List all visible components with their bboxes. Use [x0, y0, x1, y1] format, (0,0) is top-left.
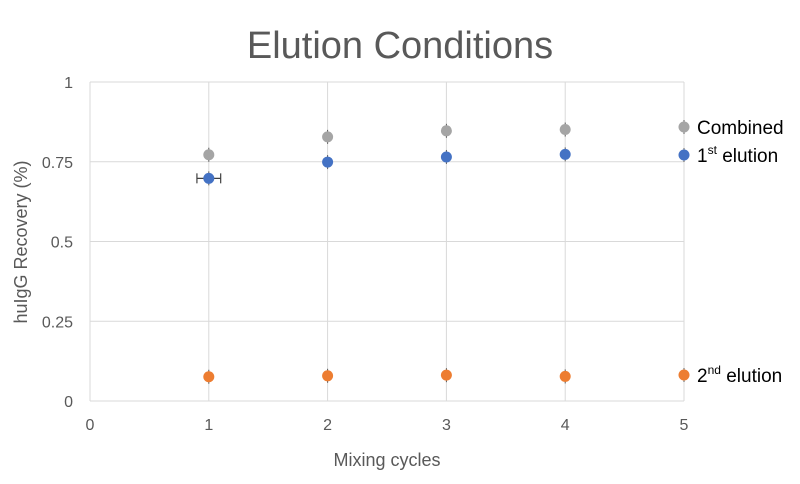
- data-point: [203, 149, 215, 161]
- legend-label-sup: st: [708, 143, 718, 157]
- data-points: [196, 122, 571, 384]
- x-tick-label: 2: [323, 417, 332, 434]
- legend-label-main: 1: [697, 146, 708, 167]
- x-tick-label: 3: [442, 417, 451, 434]
- x-tick-label: 0: [86, 417, 95, 434]
- data-point: [559, 370, 571, 382]
- legend-label: 2nd elution: [697, 363, 782, 387]
- data-point: [440, 125, 452, 137]
- legend-marker: [678, 149, 690, 161]
- legend-label-main: Combined: [697, 118, 784, 139]
- data-point: [203, 371, 215, 383]
- gridlines: [89, 81, 685, 402]
- data-point: [203, 172, 215, 184]
- y-axis-label: huIgG Recovery (%): [11, 160, 31, 323]
- data-point: [322, 131, 334, 143]
- data-point: [322, 370, 334, 382]
- x-tick-label: 1: [204, 417, 213, 434]
- series-second-elution: [203, 368, 571, 384]
- series-first-elution: [196, 147, 571, 186]
- legend-label: 1st elution: [697, 143, 778, 167]
- data-point: [440, 369, 452, 381]
- legend-marker: [678, 369, 690, 381]
- legend-label-rest: elution: [717, 146, 778, 167]
- legend-label-rest: elution: [721, 366, 782, 387]
- chart-title: Elution Conditions: [247, 25, 553, 67]
- y-tick-label: 1: [64, 75, 73, 92]
- x-tick-label: 5: [680, 417, 689, 434]
- y-tick-label: 0.25: [42, 314, 73, 331]
- data-point: [440, 151, 452, 163]
- legend-label-main: 2: [697, 366, 708, 387]
- legend-label-sup: nd: [708, 363, 721, 377]
- legend-entry-combined: Combined: [678, 118, 784, 139]
- tick-labels: 0 1 2 3 4 5 0 0.25 0.5 0.75 1: [42, 75, 689, 434]
- y-tick-label: 0.5: [51, 235, 73, 252]
- data-point: [559, 124, 571, 136]
- y-tick-label: 0: [64, 394, 73, 411]
- y-tick-label: 0.75: [42, 155, 73, 172]
- data-point: [559, 148, 571, 160]
- x-tick-label: 4: [561, 417, 570, 434]
- legend-entry-second-elution: 2nd elution: [678, 363, 782, 387]
- data-point: [322, 156, 334, 168]
- series-combined: [203, 122, 571, 162]
- legend-label: Combined: [697, 118, 784, 139]
- x-axis-label: Mixing cycles: [333, 450, 440, 470]
- legend-entry-first-elution: 1st elution: [678, 143, 778, 167]
- legend-marker: [678, 121, 690, 133]
